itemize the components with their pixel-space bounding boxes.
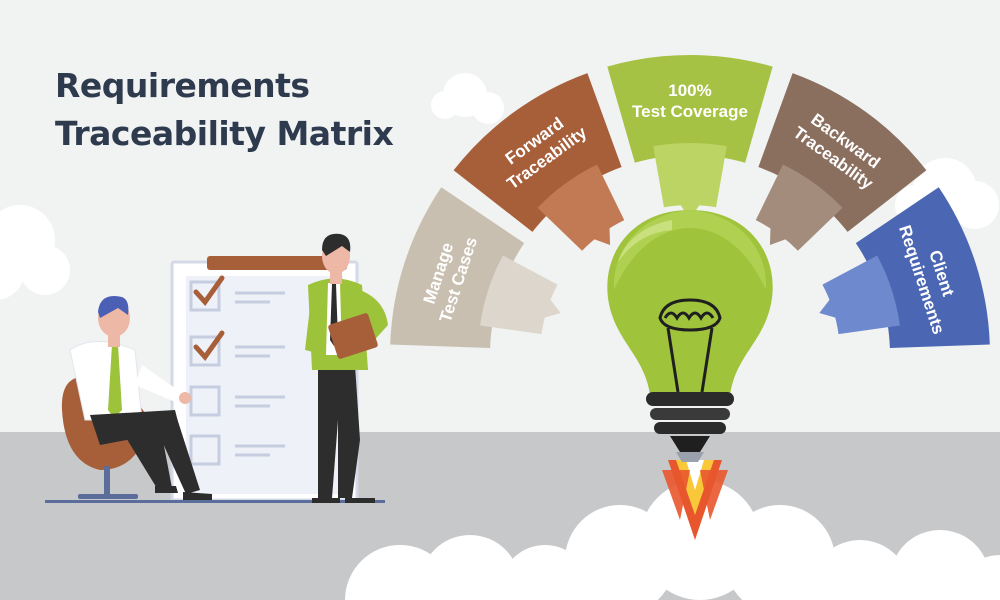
arc-segment: ForwardTraceability — [453, 73, 625, 251]
arc-segment: BackwardTraceability — [755, 73, 927, 251]
cloud-icon — [431, 73, 504, 124]
arc-pointer — [592, 226, 611, 245]
arc-segment-inner — [653, 143, 727, 208]
title-line-2: Traceability Matrix — [55, 114, 394, 153]
arc-segment: 100% Test Coverage — [607, 54, 773, 219]
arc-label-line-2: Test Coverage — [632, 102, 748, 121]
seated-man — [61, 296, 212, 500]
arc-segment-inner — [755, 164, 843, 251]
cloud-icon — [0, 205, 70, 300]
rocket-flame-icon — [662, 460, 728, 540]
arc-pointer — [542, 298, 561, 319]
check-mark-icon — [193, 330, 225, 361]
arc-segment-outer — [453, 73, 622, 232]
cloud-icon — [345, 480, 1000, 600]
arc-segment-outer — [607, 54, 773, 163]
standing-man — [305, 233, 388, 503]
arc-label-line-1: 100% — [668, 81, 711, 100]
arc-segment-label: 100% Test Coverage — [632, 81, 748, 121]
check-mark-icon — [193, 275, 225, 306]
arc-pointer — [769, 226, 788, 245]
lightbulb-icon — [607, 210, 773, 462]
page-title: Requirements Traceability Matrix — [55, 62, 394, 158]
arc-segment-inner — [537, 164, 625, 251]
arc-segment-inner — [480, 255, 558, 335]
arc-segment-inner — [822, 255, 900, 335]
arc-segment-outer — [758, 73, 927, 232]
title-line-1: Requirements — [55, 66, 310, 105]
arc-segment: ClientRequirements — [819, 187, 990, 349]
arc-pointer — [819, 298, 838, 319]
arc-segment: ManageTest Cases — [390, 187, 561, 349]
